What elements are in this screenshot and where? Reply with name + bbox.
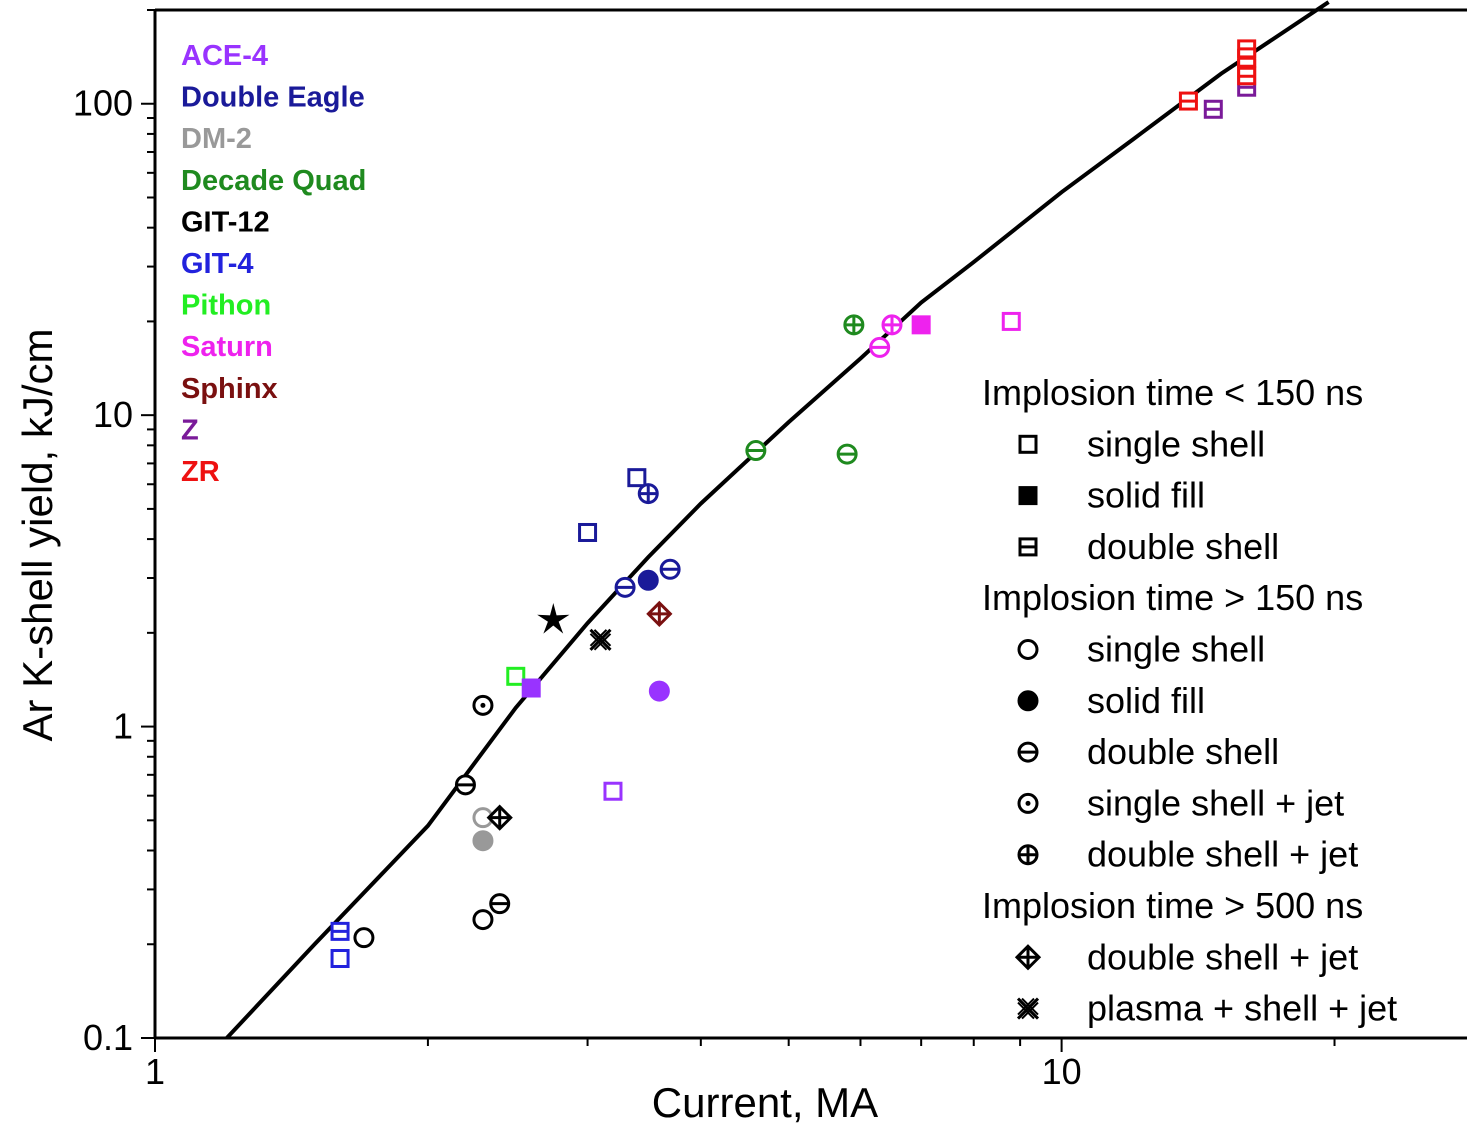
data-point <box>627 468 647 488</box>
y-tick-label: 1 <box>113 706 133 747</box>
data-point <box>330 949 350 969</box>
data-point <box>486 804 513 831</box>
data-point <box>1237 39 1257 59</box>
facility-legend-entry: Z <box>181 414 199 446</box>
data-point <box>659 558 681 580</box>
legend-marker <box>1017 844 1039 866</box>
y-tick-label: 100 <box>73 83 133 124</box>
legend-marker <box>1017 741 1039 763</box>
data-point <box>353 927 375 949</box>
y-tick-label: 10 <box>93 394 133 435</box>
legend-marker <box>1017 690 1039 712</box>
facility-legend-entry: Decade Quad <box>181 165 366 197</box>
facility-legend-entry: GIT-4 <box>181 248 254 280</box>
data-point <box>836 443 858 465</box>
fit-curve-group <box>225 0 1330 1040</box>
data-points <box>330 39 1257 969</box>
data-point <box>637 483 659 505</box>
legend-group-header: Implosion time > 500 ns <box>982 885 1363 926</box>
facility-legend: ACE-4 Double Eagle DM-2 Decade Quad GIT-12 GI… <box>181 40 366 488</box>
facility-legend-entry: GIT-12 <box>181 206 270 238</box>
legend-marker <box>1018 434 1038 454</box>
legend-item-label: solid fill <box>1087 680 1205 721</box>
data-point <box>646 600 673 628</box>
marker-legend: Implosion time < 150 ns single shell solid… <box>982 372 1397 1029</box>
data-point <box>330 921 350 941</box>
data-point <box>472 909 494 931</box>
data-point <box>1001 311 1021 331</box>
legend-item-label: single shell <box>1087 423 1265 464</box>
plot-frame <box>153 8 1467 1040</box>
legend-marker <box>1016 997 1040 1020</box>
legend-group-header: Implosion time < 150 ns <box>982 372 1363 413</box>
facility-legend-entry: Pithon <box>181 290 271 322</box>
axis-ticks <box>141 9 1336 1052</box>
y-tick-label: 0.1 <box>83 1017 133 1058</box>
facility-legend-entry: Sphinx <box>181 373 278 405</box>
legend-item-label: double shell <box>1087 731 1279 772</box>
data-point <box>911 315 931 335</box>
data-point <box>881 314 903 336</box>
legend-item-label: single shell + jet <box>1087 782 1344 823</box>
y-axis-title: Ar K-shell yield, kJ/cm <box>14 328 61 741</box>
x-tick-label: 10 <box>1042 1051 1082 1092</box>
data-point <box>603 781 623 801</box>
data-point <box>578 522 598 542</box>
data-point <box>1203 99 1223 119</box>
legend-item-label: solid fill <box>1087 475 1205 516</box>
data-point <box>454 774 476 796</box>
data-point <box>537 602 570 634</box>
legend-item-label: double shell <box>1087 526 1279 567</box>
data-point <box>745 440 767 462</box>
data-point <box>506 666 526 686</box>
x-axis-title: Current, MA <box>652 1079 878 1125</box>
data-point <box>589 628 612 651</box>
legend-marker <box>1018 486 1038 506</box>
data-point <box>648 680 670 702</box>
facility-legend-entry: Double Eagle <box>181 82 365 114</box>
facility-legend-entry: DM-2 <box>181 123 252 155</box>
x-tick-label: 1 <box>145 1051 165 1092</box>
tick-labels: 0.1 1 10 100 1 10 <box>73 83 1082 1092</box>
facility-legend-entry: ACE-4 <box>181 40 268 72</box>
legend-marker <box>1017 792 1039 814</box>
fit-curve <box>225 0 1330 1040</box>
data-point <box>869 336 891 358</box>
data-point <box>843 314 865 336</box>
legend-item-label: double shell + jet <box>1087 834 1358 875</box>
legend-item-label: plasma + shell + jet <box>1087 988 1397 1029</box>
data-point <box>489 893 511 915</box>
data-point <box>472 694 494 716</box>
legend-item-label: single shell <box>1087 629 1265 670</box>
data-point <box>1178 91 1198 111</box>
data-point <box>614 576 636 598</box>
facility-legend-entry: Saturn <box>181 331 273 363</box>
legend-group-header: Implosion time > 150 ns <box>982 577 1363 618</box>
legend-marker <box>1014 944 1042 971</box>
data-point <box>637 569 659 591</box>
legend-item-label: double shell + jet <box>1087 936 1358 977</box>
legend-marker <box>1018 537 1038 557</box>
data-point <box>472 830 494 852</box>
legend-marker <box>1017 639 1039 660</box>
facility-legend-entry: ZR <box>181 456 220 488</box>
data-point <box>521 678 541 698</box>
